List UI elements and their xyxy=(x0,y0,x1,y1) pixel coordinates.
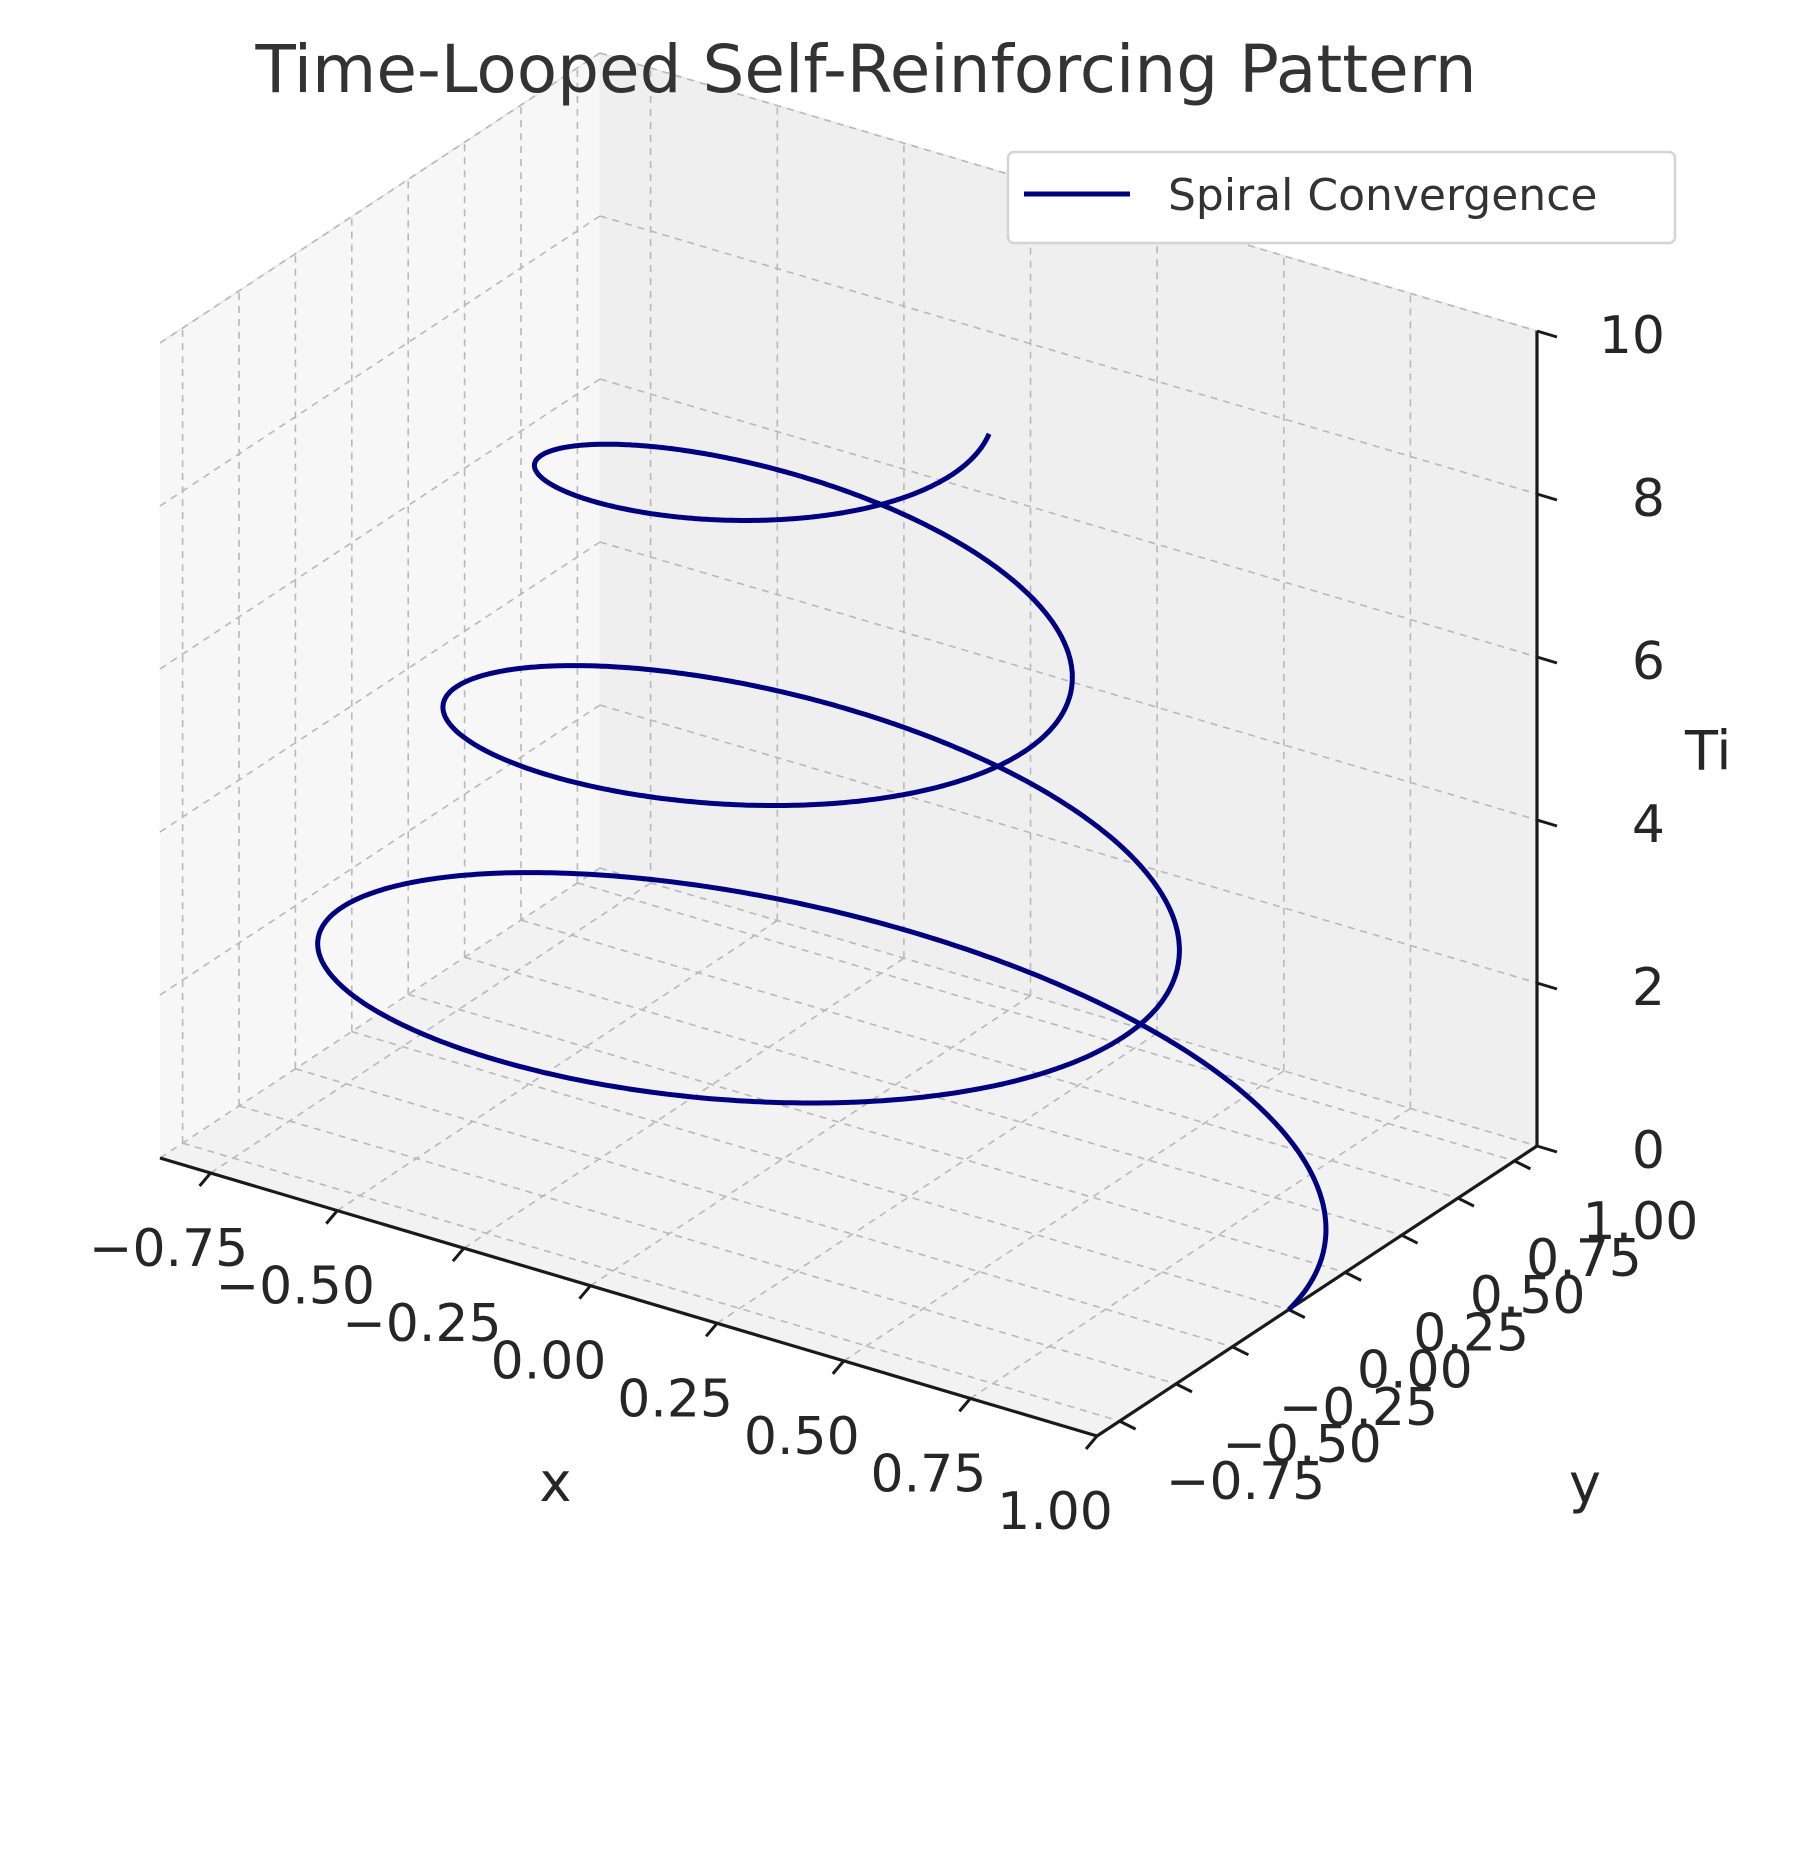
grid-line-z-left xyxy=(159,215,601,507)
chart-title: Time-Looped Self-Reinforcing Pattern xyxy=(254,31,1476,108)
y-axis-label: y xyxy=(1569,1452,1601,1515)
series-line-spiral-convergence xyxy=(315,432,1329,1312)
y-tick-label: −0.25 xyxy=(1279,1378,1438,1438)
y-tick-mark xyxy=(1118,1419,1137,1431)
grid-line-x-floor xyxy=(590,995,1031,1287)
y-tick-label: −0.75 xyxy=(1166,1452,1325,1512)
y-tick-label: −0.50 xyxy=(1222,1415,1381,1475)
grid-line-z-back xyxy=(599,215,1538,495)
grid-line-x-floor xyxy=(969,1107,1411,1400)
grid-line-x-floor xyxy=(463,957,905,1249)
y-tick-mark xyxy=(1457,1196,1475,1208)
z-tick-label: 2 xyxy=(1632,958,1665,1018)
grid-line-y-floor xyxy=(520,919,1459,1199)
x-axis-line xyxy=(159,1156,1098,1438)
y-axis-line xyxy=(1096,1144,1538,1438)
grid-line-z-left xyxy=(159,704,601,996)
x-tick-mark xyxy=(1084,1435,1099,1450)
grid-line-z-back xyxy=(599,867,1538,1147)
y-tick-label: 0.25 xyxy=(1413,1303,1529,1363)
grid-line-z-back xyxy=(599,378,1538,658)
grid-line-y-floor xyxy=(238,1105,1177,1385)
y-tick-mark xyxy=(1231,1345,1250,1357)
z-tick-mark xyxy=(1536,329,1558,339)
x-tick-mark xyxy=(831,1359,845,1375)
x-tick-mark xyxy=(325,1209,339,1225)
z-tick-label: 10 xyxy=(1599,306,1665,366)
z-tick-label: 8 xyxy=(1632,469,1665,529)
x-tick-mark xyxy=(198,1172,212,1187)
y-tick-label: 0.75 xyxy=(1526,1229,1642,1289)
y-tick-mark xyxy=(1400,1233,1419,1245)
z-tick-mark xyxy=(1536,818,1558,828)
y-tick-mark xyxy=(1344,1271,1362,1282)
grid-line-x-floor xyxy=(336,919,778,1212)
grid-lines xyxy=(159,52,1538,1437)
z-tick-mark xyxy=(1536,1144,1558,1154)
series-layer xyxy=(315,432,1329,1312)
y-tick-mark xyxy=(1513,1159,1532,1171)
x-tick-label: −0.50 xyxy=(216,1257,375,1317)
grid-line-x-floor xyxy=(843,1070,1285,1362)
y-tick-label: 0.00 xyxy=(1357,1341,1473,1401)
grid-line-z-left xyxy=(159,378,601,670)
legend-label: Spiral Convergence xyxy=(1168,170,1597,221)
grid-line-y-floor xyxy=(464,956,1402,1236)
z-tick-label: 4 xyxy=(1632,795,1665,855)
y-tick-label: 1.00 xyxy=(1583,1192,1699,1252)
x-tick-mark xyxy=(578,1284,592,1300)
grid-line-y-floor xyxy=(182,1142,1120,1422)
grid-line-y-floor xyxy=(295,1068,1233,1348)
z-tick-label: 6 xyxy=(1632,632,1665,692)
z-tick-mark xyxy=(1536,655,1558,665)
x-tick-mark xyxy=(451,1247,466,1263)
axis-panes xyxy=(158,51,1539,1437)
y-tick-label: 0.50 xyxy=(1470,1266,1586,1326)
y-tick-mark xyxy=(1175,1382,1193,1394)
legend: Spiral Convergence xyxy=(1006,150,1677,245)
x-tick-label: −0.25 xyxy=(342,1294,501,1354)
z-tick-label: 0 xyxy=(1632,1121,1665,1181)
grid-line-x-floor xyxy=(716,1032,1158,1324)
x-tick-label: −0.75 xyxy=(89,1219,248,1279)
x-tick-label: 1.00 xyxy=(997,1482,1113,1542)
grid-line-y-floor xyxy=(407,993,1346,1274)
grid-line-z-back xyxy=(599,704,1538,984)
grid-line-y-floor xyxy=(577,882,1515,1162)
z-tick-mark xyxy=(1536,981,1558,991)
x-tick-label: 0.25 xyxy=(617,1369,733,1429)
z-axis-label: Ti xyxy=(1684,720,1731,783)
x-tick-label: 0.50 xyxy=(744,1407,860,1467)
x-axis-label: x xyxy=(540,1451,572,1514)
x-tick-label: 0.00 xyxy=(491,1332,607,1392)
x-tick-mark xyxy=(958,1397,972,1413)
grid-line-x-floor xyxy=(210,882,652,1174)
z-tick-mark xyxy=(1536,492,1558,502)
x-tick-label: 0.75 xyxy=(871,1444,987,1504)
x-tick-mark xyxy=(704,1322,719,1338)
y-tick-mark xyxy=(1288,1308,1306,1319)
grid-line-z-left xyxy=(159,52,601,344)
axes: −0.75−0.50−0.250.000.250.500.751.00 −0.75… xyxy=(89,306,1731,1542)
grid-line-z-left xyxy=(159,541,601,833)
grid-line-z-back xyxy=(599,541,1538,821)
grid-line-z-back xyxy=(599,52,1538,332)
grid-line-y-floor xyxy=(351,1030,1290,1311)
legend-box xyxy=(1006,150,1677,245)
